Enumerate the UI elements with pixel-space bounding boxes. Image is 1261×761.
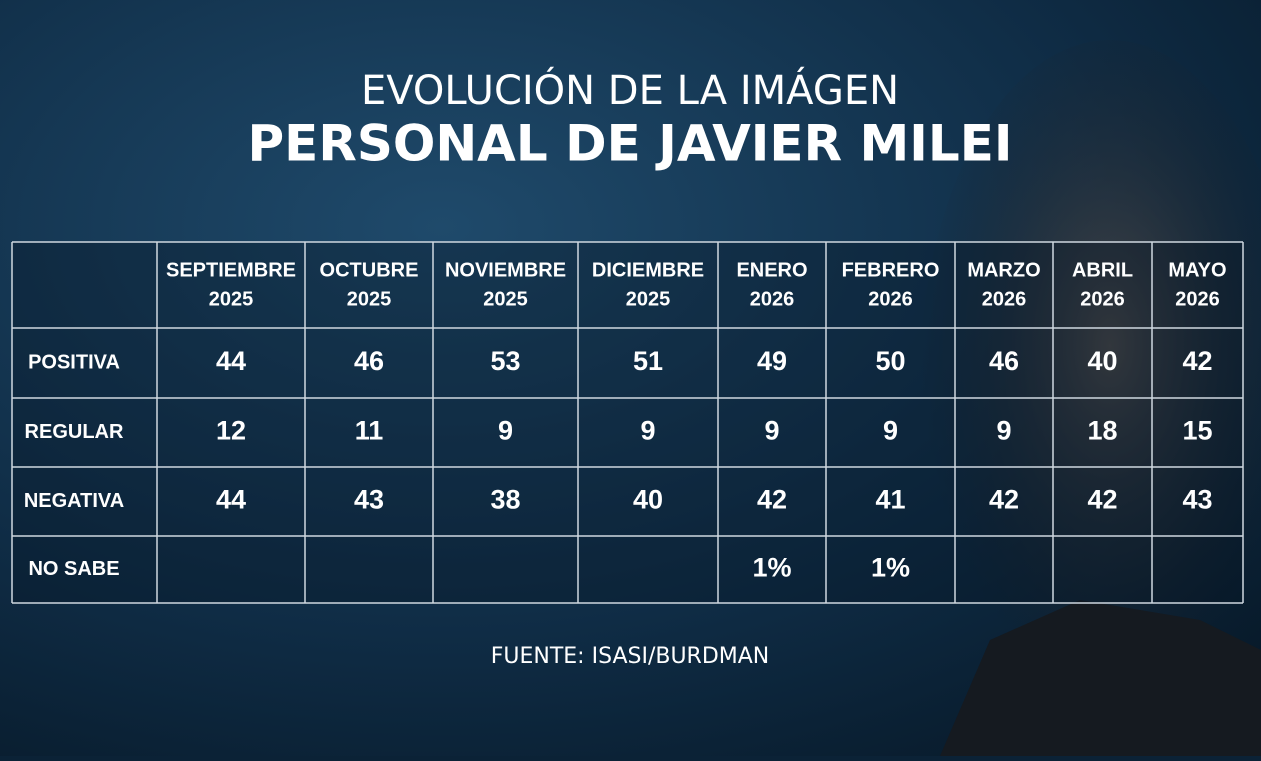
- column-year: 2025: [483, 288, 528, 310]
- column-year: 2025: [626, 288, 671, 310]
- cell-value: 9: [883, 416, 898, 446]
- cell-value: 44: [216, 346, 246, 376]
- cell-value: 40: [633, 485, 663, 515]
- cell-value: 15: [1182, 416, 1212, 446]
- cell-value: 42: [1182, 346, 1212, 376]
- row-label: NO SABE: [28, 558, 119, 580]
- cell-value: 46: [989, 346, 1019, 376]
- cell-value: 51: [633, 346, 663, 376]
- cell-value: 11: [355, 416, 384, 446]
- cell-value: 38: [490, 485, 520, 515]
- cell-value: 18: [1087, 416, 1117, 446]
- suit: [940, 600, 1261, 756]
- cell-value: 53: [490, 346, 520, 376]
- title-line1: EVOLUCIÓN DE LA IMÁGEN: [361, 66, 899, 114]
- column-month: FEBRERO: [842, 259, 940, 281]
- row-label: REGULAR: [25, 421, 124, 443]
- column-month: NOVIEMBRE: [445, 259, 566, 281]
- cell-value: 49: [757, 346, 787, 376]
- cell-value: 43: [354, 485, 384, 515]
- cell-value: 42: [757, 485, 787, 515]
- cell-value: 9: [640, 416, 655, 446]
- row-label: POSITIVA: [28, 351, 120, 373]
- column-year: 2026: [868, 288, 913, 310]
- table-bg: [12, 242, 1243, 603]
- column-year: 2026: [750, 288, 795, 310]
- column-year: 2025: [347, 288, 392, 310]
- column-month: OCTUBRE: [320, 259, 419, 281]
- column-year: 2026: [982, 288, 1027, 310]
- cell-value: 41: [875, 485, 905, 515]
- cell-value: 46: [354, 346, 384, 376]
- cell-value: 43: [1182, 485, 1212, 515]
- cell-value: 50: [875, 346, 905, 376]
- cell-value: 9: [996, 416, 1011, 446]
- column-year: 2025: [209, 288, 254, 310]
- cell-value: 42: [989, 485, 1019, 515]
- portrait: [920, 40, 1261, 720]
- column-month: ABRIL: [1072, 259, 1133, 281]
- column-month: DICIEMBRE: [592, 259, 704, 281]
- row-label: NEGATIVA: [24, 490, 124, 512]
- title-line2: PERSONAL DE JAVIER MILEI: [248, 115, 1013, 173]
- cell-value: 12: [216, 416, 246, 446]
- column-year: 2026: [1175, 288, 1220, 310]
- column-month: SEPTIEMBRE: [166, 259, 296, 281]
- cell-value: 40: [1087, 346, 1117, 376]
- column-year: 2026: [1080, 288, 1125, 310]
- table: SEPTIEMBRE 2025 OCTUBRE 2025 NOVIEMBRE 2025 DI…: [11, 241, 1244, 604]
- cell-value: 9: [498, 416, 513, 446]
- cell-value: 9: [764, 416, 779, 446]
- column-month: MAYO: [1168, 259, 1226, 281]
- cell-value: 1%: [871, 553, 910, 583]
- source: FUENTE: ISASI/BURDMAN: [491, 644, 770, 669]
- cell-value: 1%: [752, 553, 791, 583]
- cell-value: 44: [216, 485, 246, 515]
- column-month: ENERO: [736, 259, 807, 281]
- cell-value: 42: [1087, 485, 1117, 515]
- column-month: MARZO: [967, 259, 1040, 281]
